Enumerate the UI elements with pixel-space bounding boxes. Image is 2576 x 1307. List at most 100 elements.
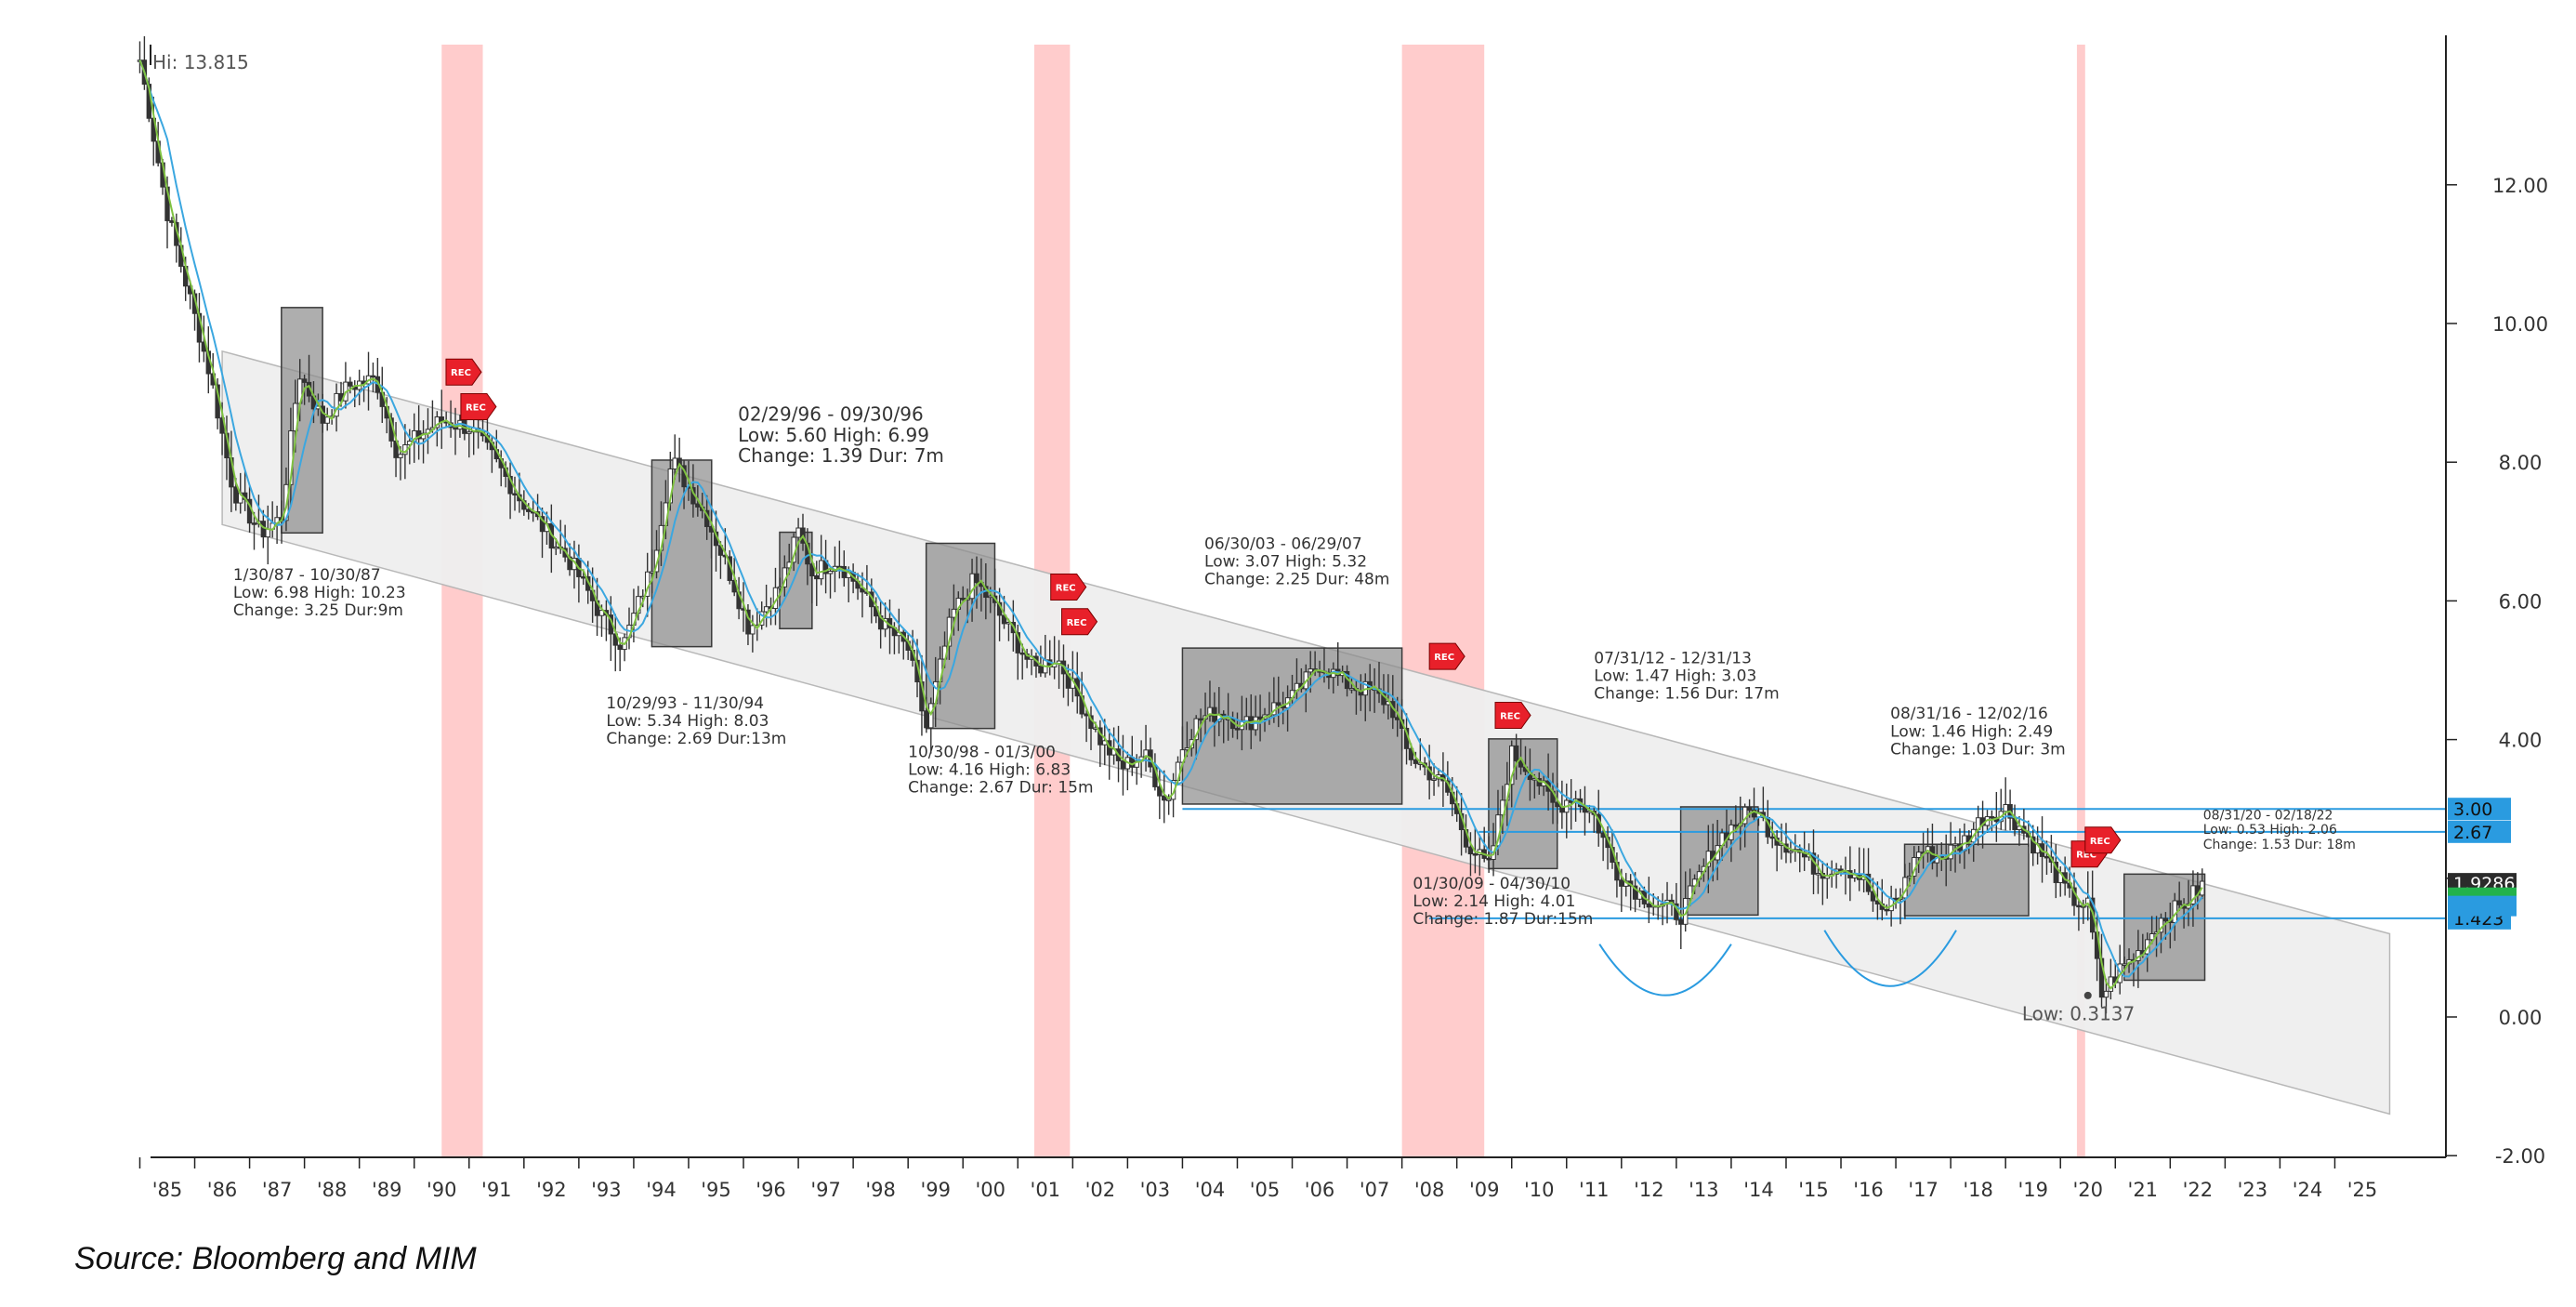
- x-tick-label-24: '09: [1469, 1179, 1500, 1201]
- price-body-134: [750, 625, 756, 635]
- price-body-349: [1733, 824, 1739, 827]
- price-body-46: [348, 381, 353, 387]
- x-tick-label-25: '10: [1524, 1179, 1555, 1201]
- x-tick-label-31: '16: [1853, 1179, 1884, 1201]
- rally-label-6-1: Low: 1.47 High: 3.03: [1594, 667, 1756, 686]
- x-tick-label-7: '92: [536, 1179, 567, 1201]
- rally-label-8-2: Change: 1.53 Dur: 18m: [2203, 838, 2356, 852]
- x-tick-label-11: '96: [756, 1179, 786, 1201]
- price-body-249: [1276, 702, 1281, 706]
- price-body-352: [1746, 806, 1753, 812]
- price-body-36: [301, 378, 308, 383]
- price-body-193: [1019, 652, 1025, 655]
- price-body-302: [1518, 759, 1524, 768]
- rally-label-8-0: 08/31/20 - 02/18/22: [2203, 808, 2333, 823]
- x-tick-label-36: '21: [2128, 1179, 2159, 1201]
- price-body-183: [974, 573, 979, 584]
- rally-label-5-0: 01/30/09 - 04/30/10: [1413, 875, 1571, 893]
- rec-marker-label-2: REC: [1056, 583, 1076, 593]
- rec-marker-shape-4: [1428, 642, 1465, 670]
- rally-label-7-2: Change: 1.03 Dur: 3m: [1890, 740, 2066, 759]
- x-tick-label-2: '87: [262, 1179, 293, 1201]
- hi-label: Hi: 13.815: [152, 51, 249, 73]
- y-tick-label-7: -2.00: [2495, 1145, 2545, 1168]
- x-tick-label-9: '94: [646, 1179, 677, 1201]
- rec-marker-label-1: REC: [466, 403, 486, 414]
- price-body-430: [2103, 990, 2109, 998]
- price-body-300: [1509, 745, 1515, 786]
- x-tick-label-15: '00: [976, 1179, 1006, 1201]
- x-tick-label-16: '01: [1031, 1179, 1061, 1201]
- x-tick-label-4: '89: [372, 1179, 402, 1201]
- rally-label-4-2: Change: 2.25 Dur: 48m: [1204, 571, 1389, 589]
- price-body-223: [1157, 786, 1163, 797]
- low-dot: [2083, 991, 2092, 999]
- y-tick-label-1: 10.00: [2492, 313, 2548, 336]
- rec-marker-5: REC: [1494, 701, 1531, 729]
- price-body-417: [2044, 855, 2050, 859]
- x-tick-label-20: '05: [1250, 1179, 1281, 1201]
- rally-label-0-1: Low: 6.98 High: 10.23: [233, 584, 406, 602]
- price-body-133: [745, 609, 751, 635]
- x-tick-label-39: '24: [2293, 1179, 2323, 1201]
- rally-label-1-0: 10/29/93 - 11/30/94: [606, 694, 764, 713]
- price-body-51: [370, 375, 376, 378]
- x-tick-label-13: '98: [865, 1179, 896, 1201]
- rec-marker-shape-2: [1050, 573, 1087, 601]
- source-note: Source: Bloomberg and MIM: [74, 1241, 477, 1276]
- rec-marker-1: REC: [460, 393, 497, 421]
- price-body-154: [841, 565, 847, 578]
- rally-label-2-1: Low: 5.60 High: 6.99: [738, 424, 929, 446]
- price-body-41: [324, 416, 330, 424]
- price-body-182: [969, 573, 975, 600]
- rec-marker-shape-1: [460, 393, 497, 421]
- price-body-265: [1348, 688, 1355, 691]
- price-body-431: [2108, 976, 2114, 992]
- price-body-443: [2162, 918, 2169, 922]
- rec-marker-7: REC: [2084, 826, 2122, 854]
- price-body-82: [512, 493, 518, 496]
- price-body-275: [1395, 717, 1400, 720]
- price-body-337: [1678, 918, 1684, 925]
- price-body-384: [1893, 897, 1899, 901]
- rally-label-3-1: Low: 4.16 High: 6.83: [908, 760, 1071, 779]
- price-body-361: [1788, 851, 1794, 853]
- price-body-339: [1687, 885, 1693, 899]
- rally-label-5-1: Low: 2.14 High: 4.01: [1413, 892, 1575, 911]
- rally-label-7-0: 08/31/16 - 12/02/16: [1890, 705, 2048, 723]
- price-body-88: [539, 516, 545, 533]
- price-body-85: [526, 508, 532, 512]
- rec-markers: REC REC REC REC REC REC REC REC: [445, 358, 2122, 868]
- rec-marker-label-5: REC: [1500, 711, 1520, 721]
- price-body-367: [1815, 872, 1821, 876]
- rec-marker-label-6: REC: [2076, 851, 2096, 861]
- price-body-397: [1952, 843, 1958, 846]
- rally-label-6-2: Change: 1.56 Dur: 17m: [1594, 685, 1779, 704]
- rec-marker-shape-5: [1494, 701, 1531, 729]
- x-tick-label-10: '95: [701, 1179, 731, 1201]
- price-body-234: [1207, 706, 1213, 717]
- price-body-389: [1915, 852, 1922, 858]
- price-body-327: [1632, 885, 1638, 900]
- x-tick-label-38: '23: [2238, 1179, 2268, 1201]
- x-tick-label-1: '86: [207, 1179, 238, 1201]
- x-tick-label-14: '99: [920, 1179, 951, 1201]
- x-tick-label-0: '85: [152, 1179, 183, 1201]
- price-body-434: [2122, 963, 2127, 966]
- price-body-357: [1769, 836, 1775, 839]
- rally-label-2-0: 02/29/96 - 09/30/96: [738, 403, 924, 425]
- rec-marker-4: REC: [1428, 642, 1465, 670]
- y-tick-label-2: 8.00: [2499, 452, 2543, 474]
- last-value-tag-2: [2448, 895, 2517, 917]
- price-body-440: [2149, 932, 2155, 941]
- price-body-256: [1308, 668, 1313, 673]
- price-body-301: [1513, 745, 1519, 761]
- price-body-379: [1870, 891, 1876, 902]
- support-arc-2: [1823, 930, 1957, 987]
- rec-marker-3: REC: [1061, 608, 1098, 636]
- price-body-291: [1467, 846, 1474, 855]
- rec-marker-label-7: REC: [2090, 837, 2110, 847]
